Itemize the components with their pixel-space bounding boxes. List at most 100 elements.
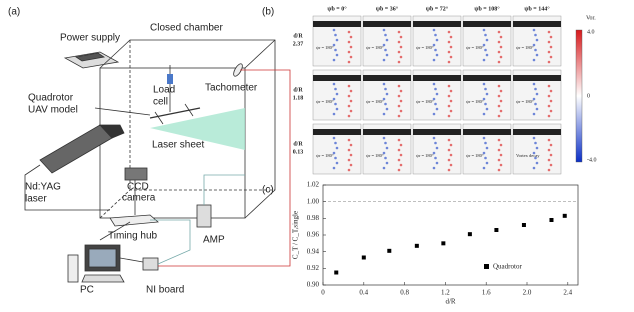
vortex xyxy=(434,102,437,106)
vortex xyxy=(497,168,501,172)
vortex xyxy=(347,138,351,142)
vortex xyxy=(497,114,501,118)
vortex xyxy=(447,114,451,118)
y-tick-label: 0.92 xyxy=(307,264,320,272)
x-tick-label: 1.6 xyxy=(482,289,491,297)
vortex xyxy=(547,114,551,118)
row-label: 2.37 xyxy=(293,41,304,47)
vortex xyxy=(532,97,536,101)
vortex xyxy=(399,153,403,157)
vortex xyxy=(447,158,451,162)
cell-label: ψr = 180° xyxy=(316,99,334,104)
vortex xyxy=(447,148,451,152)
vortex xyxy=(397,40,401,44)
arm xyxy=(313,75,361,81)
row-label: d/R xyxy=(293,141,303,147)
vortex xyxy=(332,97,336,101)
vortex xyxy=(447,40,451,44)
vortex xyxy=(449,163,453,167)
vortex xyxy=(449,45,453,49)
vortex xyxy=(385,38,389,42)
vortex xyxy=(485,161,489,165)
y-tick-label: 0.96 xyxy=(307,231,320,239)
vortex xyxy=(485,53,489,57)
vortex xyxy=(549,35,553,39)
vortex xyxy=(385,107,389,111)
label: Laser sheet xyxy=(152,140,204,151)
vortex xyxy=(397,158,401,162)
colorbar-tick: 4.0 xyxy=(587,29,595,35)
column-header: ψb = 0° xyxy=(327,5,347,12)
label: CCD xyxy=(127,182,149,193)
point xyxy=(562,213,567,218)
vortex xyxy=(547,30,551,34)
vortex xyxy=(347,148,351,152)
point xyxy=(414,243,419,248)
row-label: d/R xyxy=(293,87,303,93)
vortex xyxy=(335,161,339,165)
cell-label: ψr = 180° xyxy=(416,99,434,104)
vortex xyxy=(532,166,536,170)
vortex xyxy=(347,60,351,64)
vortex xyxy=(332,166,336,170)
vortex xyxy=(334,48,337,52)
vortex xyxy=(534,141,537,145)
vortex xyxy=(499,99,503,103)
cell-label: ψr = 180° xyxy=(416,153,434,158)
vortex xyxy=(399,109,403,113)
vortex xyxy=(347,104,351,108)
vortex xyxy=(447,94,451,98)
vortex xyxy=(335,146,339,150)
vortex xyxy=(347,114,351,118)
vortex xyxy=(485,146,489,150)
vortex xyxy=(432,112,436,116)
vortex xyxy=(434,141,437,145)
colorbar-tick: 0 xyxy=(587,93,590,99)
vortex xyxy=(535,146,539,150)
x-tick-label: 0 xyxy=(321,289,325,297)
vortex xyxy=(549,55,553,59)
vortex xyxy=(497,158,501,162)
vortex xyxy=(485,38,489,42)
y-tick-label: 0.94 xyxy=(307,247,320,255)
y-axis-label: C_T / C_T,single xyxy=(292,211,300,259)
vortex xyxy=(482,82,486,86)
vortex xyxy=(535,92,539,96)
arm xyxy=(413,129,461,135)
arm xyxy=(413,75,461,81)
vortex xyxy=(534,48,537,52)
vortex xyxy=(532,112,536,116)
vortex xyxy=(434,87,437,91)
vortex xyxy=(549,45,553,49)
vortex xyxy=(347,50,351,54)
vortex xyxy=(534,87,537,91)
vortex xyxy=(349,143,353,147)
vortex xyxy=(347,40,351,44)
label: Power supply xyxy=(60,33,120,44)
vortex xyxy=(432,58,436,62)
vortex xyxy=(532,151,536,155)
vortex xyxy=(535,53,539,57)
vortex xyxy=(535,38,539,42)
vortex xyxy=(499,55,503,59)
vortex xyxy=(432,166,436,170)
vortex xyxy=(397,114,401,118)
vortex xyxy=(385,92,389,96)
vortex xyxy=(397,84,401,88)
vortex xyxy=(332,151,336,155)
row-label: 0.13 xyxy=(293,149,304,155)
vortex xyxy=(497,30,501,34)
vortex xyxy=(435,146,439,150)
vortex xyxy=(349,45,353,49)
vortex xyxy=(397,50,401,54)
plot-frame xyxy=(322,184,579,286)
vortex xyxy=(549,109,553,113)
vortex xyxy=(432,28,436,32)
vortex xyxy=(547,148,551,152)
colorbar xyxy=(575,29,583,163)
vortex xyxy=(399,35,403,39)
arm xyxy=(513,75,561,81)
vortex xyxy=(434,156,437,160)
vortex xyxy=(384,102,387,106)
vortex xyxy=(485,107,489,111)
